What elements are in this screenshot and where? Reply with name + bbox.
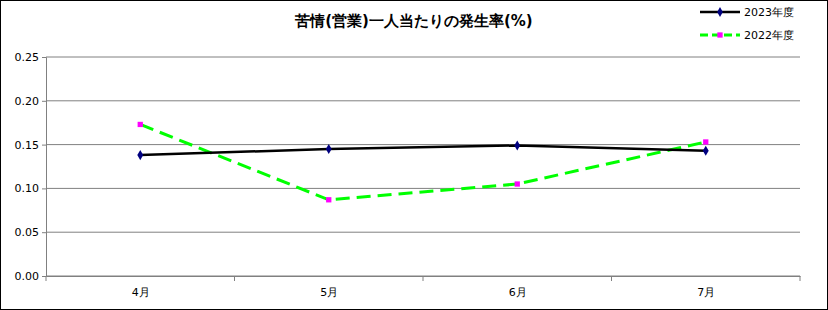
x-boundary-tick: [234, 276, 235, 281]
x-tick: 6月: [509, 276, 527, 299]
y-tick-label: 0.15: [15, 139, 40, 152]
series-marker: [514, 140, 520, 150]
y-axis-line: [42, 58, 47, 277]
y-tick: 0.15: [15, 139, 47, 152]
series-group: [137, 122, 708, 203]
x-tick: 4月: [132, 276, 150, 299]
y-tick-label: 0.10: [15, 182, 40, 195]
x-tick-label: 5月: [320, 286, 338, 299]
legend: 2023年度 2022年度: [700, 6, 794, 42]
x-boundary-tick: [800, 276, 801, 281]
plot-area: 0.00 0.05 0.10 0.15 0.20 0.25 4月 5月 6月 7月: [15, 51, 801, 299]
x-boundary-tick: [46, 276, 47, 281]
x-boundary-tick: [423, 276, 424, 281]
grid-line: [46, 232, 800, 233]
series-marker: [137, 150, 143, 160]
grid: [46, 57, 800, 276]
grid-line: [46, 188, 800, 189]
y-tick-mark: [42, 101, 46, 102]
x-boundary-tick: [611, 276, 612, 281]
x-axis: 4月 5月 6月 7月: [46, 276, 801, 299]
y-tick-mark: [42, 188, 46, 189]
y-tick-mark: [42, 276, 46, 277]
grid-line: [46, 100, 800, 101]
legend-marker: [717, 7, 723, 17]
series-marker: [515, 181, 520, 186]
x-tick-label: 7月: [697, 286, 715, 299]
y-tick: 0.25: [15, 51, 47, 64]
chart-border: [1, 1, 828, 310]
y-tick: 0.00: [15, 270, 47, 283]
series-marker: [326, 197, 331, 202]
y-tick-label: 0.20: [15, 95, 40, 108]
series-marker: [326, 144, 332, 154]
grid-line: [46, 144, 800, 145]
y-tick-mark: [42, 145, 46, 146]
legend-marker: [717, 32, 722, 37]
y-tick-label: 0.05: [15, 226, 40, 239]
x-tick: 5月: [320, 276, 338, 299]
legend-label: 2022年度: [744, 29, 794, 42]
chart-title: 苦情(営業)一人当たりの発生率(%): [294, 12, 532, 30]
y-tick: 0.20: [15, 95, 47, 108]
x-tick-label: 6月: [509, 286, 527, 299]
y-tick: 0.10: [15, 182, 47, 195]
y-axis: 0.00 0.05 0.10 0.15 0.20 0.25: [15, 51, 47, 283]
grid-line: [46, 57, 800, 58]
series-marker: [138, 122, 143, 127]
y-tick: 0.05: [15, 226, 47, 239]
legend-label: 2023年度: [744, 6, 794, 19]
y-tick-label: 0.25: [15, 51, 40, 64]
y-tick-mark: [42, 232, 46, 233]
y-tick-mark: [42, 57, 46, 58]
series-line: [140, 145, 706, 155]
x-tick-label: 4月: [132, 286, 150, 299]
x-tick: 7月: [697, 276, 715, 299]
series-marker: [703, 146, 709, 156]
series-marker: [703, 139, 708, 144]
y-tick-label: 0.00: [15, 270, 40, 283]
chart: 0.00 0.05 0.10 0.15 0.20 0.25 4月 5月 6月 7月 苦情(営業)一人…: [0, 0, 828, 310]
series-line: [140, 124, 706, 199]
